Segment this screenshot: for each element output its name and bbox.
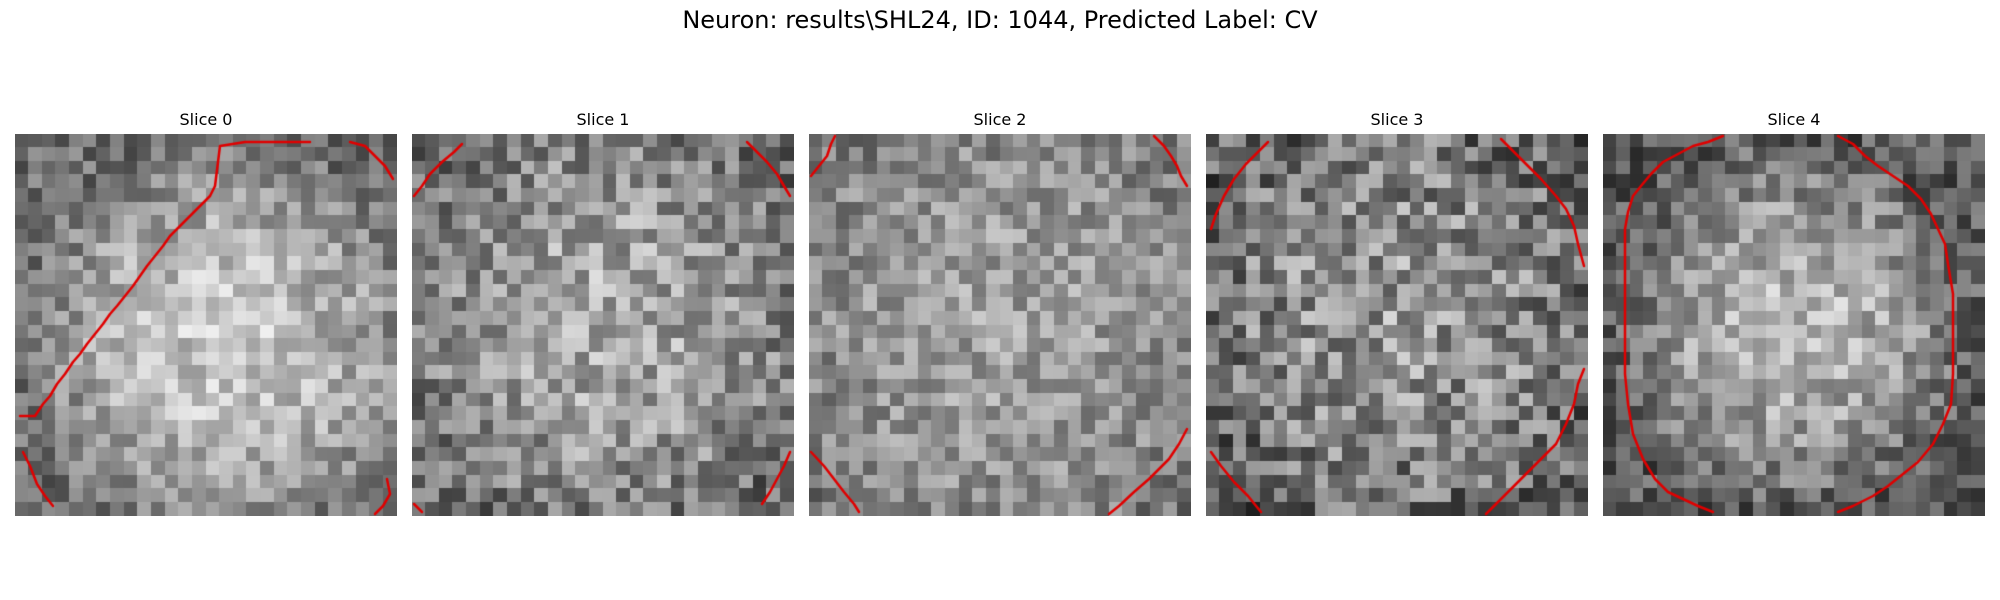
slice-title: Slice 1	[576, 110, 630, 129]
slice-image	[1206, 134, 1588, 516]
slice-image	[412, 134, 794, 516]
slice-title: Slice 4	[1767, 110, 1821, 129]
slice-image	[15, 134, 397, 516]
slice-image	[1603, 134, 1985, 516]
slice-title: Slice 3	[1370, 110, 1424, 129]
slice-image	[809, 134, 1191, 516]
figure-title: Neuron: results\SHL24, ID: 1044, Predict…	[682, 6, 1318, 34]
slice-title: Slice 0	[179, 110, 233, 129]
slice-title: Slice 2	[973, 110, 1027, 129]
